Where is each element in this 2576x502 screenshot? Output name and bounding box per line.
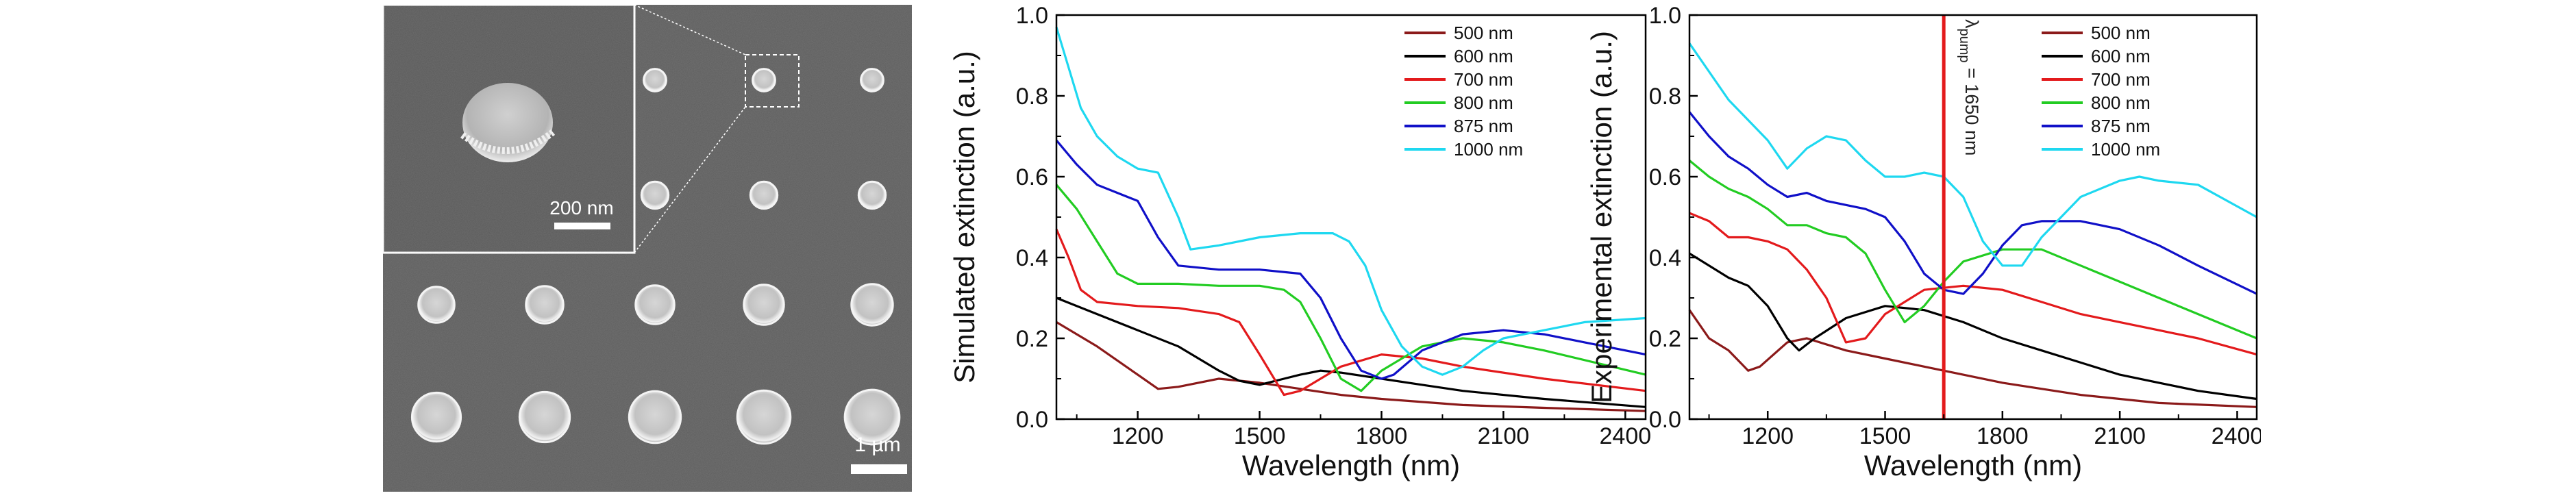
nanodisk: [643, 68, 667, 92]
nanodisk: [752, 68, 776, 92]
nanodisk: [743, 284, 785, 326]
y-tick-label: 1.0: [1016, 3, 1048, 29]
legend-label: 800 nm: [2091, 92, 2151, 113]
y-tick-label: 0.2: [1016, 326, 1048, 352]
y-tick-label: 0.0: [1016, 407, 1048, 433]
pump-wavelength-label: λpump = 1650 nm: [1957, 19, 1982, 155]
y-tick-label: 0.0: [1649, 407, 1681, 433]
nanodisk: [640, 180, 670, 210]
legend-label: 875 nm: [2091, 116, 2151, 136]
y-tick-label: 0.2: [1649, 326, 1681, 352]
x-tick-label: 1800: [1977, 423, 2029, 449]
x-axis-label: Wavelength (nm): [1864, 449, 2082, 481]
x-tick-label: 2100: [1478, 423, 1530, 449]
y-tick-label: 0.8: [1649, 84, 1681, 110]
nanodisk: [857, 180, 887, 210]
legend-label: 875 nm: [1454, 116, 1513, 136]
series-line-2: [1689, 212, 2257, 356]
series-line-5: [1055, 27, 1646, 376]
legend-label: 800 nm: [1454, 92, 1513, 113]
y-axis-label: Simulated extinction (a.u.): [948, 51, 980, 384]
x-tick-label: 1500: [1859, 423, 1911, 449]
nanodisk: [860, 68, 884, 92]
nanodisk: [628, 390, 682, 444]
legend-label: 1000 nm: [2091, 139, 2160, 160]
series-line-4: [1688, 111, 2257, 295]
x-axis-label: Wavelength (nm): [1242, 449, 1460, 481]
sem-inset: 200 nm: [383, 5, 636, 254]
x-tick-label: 1200: [1112, 423, 1164, 449]
y-tick-label: 1.0: [1649, 3, 1681, 29]
simulated-extinction-chart: 1200 1500 1800 2100 2400 0.0 0.2 0.4 0.6 0.8 1.0 Wa…: [948, 3, 1651, 481]
nanodisk: [736, 389, 792, 445]
series-line-0: [1688, 309, 2257, 408]
legend-label: 600 nm: [1454, 46, 1513, 66]
legend-label: 700 nm: [1454, 69, 1513, 90]
inset-scale-label: 200 nm: [549, 197, 613, 218]
nanodisk: [417, 286, 456, 324]
y-tick-label: 0.4: [1016, 245, 1048, 271]
series-line-3: [1688, 160, 2257, 340]
x-tick-label: 2400: [2212, 423, 2261, 449]
y-tick-label: 0.4: [1649, 245, 1681, 271]
x-tick-label: 1200: [1742, 423, 1794, 449]
nanodisk: [749, 180, 779, 210]
main-scale-label: 1 µm: [854, 434, 900, 456]
y-tick-label: 0.6: [1016, 164, 1048, 190]
main-scale-bar: [851, 464, 907, 474]
series-line-3: [1055, 184, 1646, 392]
legend-label: 700 nm: [2091, 69, 2151, 90]
x-tick-label: 1500: [1234, 423, 1286, 449]
nanodisk: [410, 391, 462, 443]
selection-box: [745, 54, 800, 108]
legend-label: 500 nm: [2091, 23, 2151, 43]
legend-label: 1000 nm: [1454, 139, 1523, 160]
series-line-1: [1056, 297, 1646, 408]
series-line-0: [1056, 321, 1646, 412]
x-tick-label: 2400: [1600, 423, 1651, 449]
sem-micrograph: 200 nm 1 µm: [383, 5, 912, 492]
series-line-1: [1689, 252, 2257, 401]
legend-label: 500 nm: [1454, 23, 1513, 43]
series-line-4: [1055, 139, 1646, 380]
series-line-2: [1055, 229, 1646, 397]
y-tick-label: 0.6: [1649, 164, 1681, 190]
nanodisk: [518, 390, 571, 444]
plot-frame: [1055, 14, 1647, 421]
nanodisk: [634, 284, 676, 325]
nanodisk: [525, 285, 565, 325]
x-tick-label: 1800: [1356, 423, 1408, 449]
inset-scale-bar: [554, 223, 610, 229]
series-line-5: [1688, 42, 2257, 267]
nanodisk: [850, 283, 894, 327]
x-tick-label: 2100: [2094, 423, 2146, 449]
legend-label: 600 nm: [2091, 46, 2151, 66]
nanodisk: [843, 388, 901, 446]
y-tick-label: 0.8: [1016, 84, 1048, 110]
y-axis-label: Experimental extinction (a.u.): [1585, 31, 1618, 403]
